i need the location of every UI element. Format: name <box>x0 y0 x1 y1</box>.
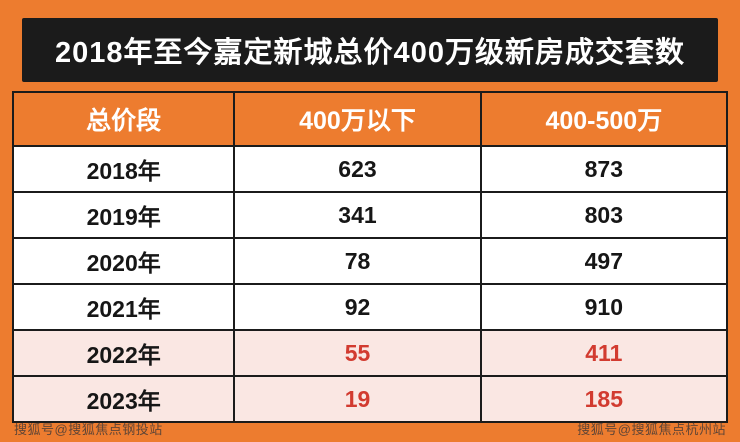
under-400w-cell: 55 <box>233 329 482 377</box>
400-500w-cell: 910 <box>479 283 729 331</box>
watermark-left: 搜狐号@搜狐焦点钢投站 <box>14 422 163 437</box>
col-header-400-500w: 400-500万 <box>479 91 729 147</box>
price-table: 总价段 400万以下 400-500万 2018年 623 873 2019年 … <box>11 91 729 423</box>
400-500w-cell: 411 <box>479 329 729 377</box>
400-500w-cell: 185 <box>479 375 729 423</box>
year-cell: 2020年 <box>11 237 236 285</box>
400-500w-cell: 803 <box>479 191 729 239</box>
year-cell: 2022年 <box>11 329 236 377</box>
under-400w-cell: 92 <box>233 283 482 331</box>
year-cell: 2023年 <box>11 375 236 423</box>
col-header-price-band: 总价段 <box>11 91 236 147</box>
400-500w-cell: 497 <box>479 237 729 285</box>
table-row: 2018年 623 873 <box>11 145 729 193</box>
under-400w-cell: 623 <box>233 145 482 193</box>
under-400w-cell: 341 <box>233 191 482 239</box>
watermark-right: 搜狐号@搜狐焦点杭州站 <box>577 422 726 437</box>
table-row: 2019年 341 803 <box>11 191 729 239</box>
under-400w-cell: 78 <box>233 237 482 285</box>
year-cell: 2019年 <box>11 191 236 239</box>
table-row: 2020年 78 497 <box>11 237 729 285</box>
table-row-highlighted: 2022年 55 411 <box>11 329 729 377</box>
table-row: 2021年 92 910 <box>11 283 729 331</box>
col-header-under-400w: 400万以下 <box>233 91 482 147</box>
table-row-highlighted: 2023年 19 185 <box>11 375 729 423</box>
table-header-row: 总价段 400万以下 400-500万 <box>11 91 729 147</box>
year-cell: 2018年 <box>11 145 236 193</box>
under-400w-cell: 19 <box>233 375 482 423</box>
year-cell: 2021年 <box>11 283 236 331</box>
400-500w-cell: 873 <box>479 145 729 193</box>
page-title: 2018年至今嘉定新城总价400万级新房成交套数 <box>22 18 718 82</box>
